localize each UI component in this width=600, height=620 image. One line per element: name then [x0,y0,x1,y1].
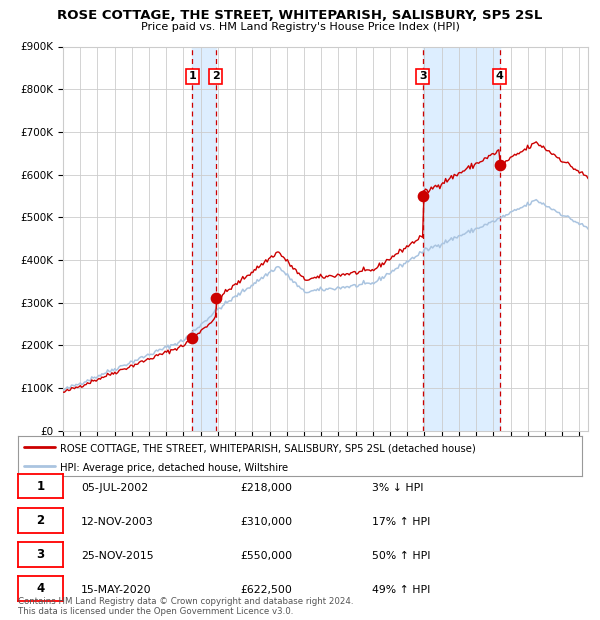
Text: 2: 2 [212,71,220,81]
Point [211,293,220,303]
Text: ROSE COTTAGE, THE STREET, WHITEPARISH, SALISBURY, SP5 2SL: ROSE COTTAGE, THE STREET, WHITEPARISH, S… [58,9,542,22]
Text: 3: 3 [37,548,44,561]
Text: ROSE COTTAGE, THE STREET, WHITEPARISH, SALISBURY, SP5 2SL (detached house): ROSE COTTAGE, THE STREET, WHITEPARISH, S… [60,444,476,454]
Point [418,191,428,201]
Text: £310,000: £310,000 [240,517,292,527]
Text: 05-JUL-2002: 05-JUL-2002 [81,483,148,493]
Bar [192,46,215,431]
Text: 3: 3 [419,71,427,81]
Text: £622,500: £622,500 [240,585,292,595]
Text: 17% ↑ HPI: 17% ↑ HPI [372,517,430,527]
Text: 1: 1 [37,480,44,493]
Text: 2: 2 [37,514,44,527]
Point [495,160,505,170]
Text: 49% ↑ HPI: 49% ↑ HPI [372,585,430,595]
Text: £218,000: £218,000 [240,483,292,493]
Text: 15-MAY-2020: 15-MAY-2020 [81,585,152,595]
Text: £550,000: £550,000 [240,551,292,561]
Text: HPI: Average price, detached house, Wiltshire: HPI: Average price, detached house, Wilt… [60,463,289,472]
Text: This data is licensed under the Open Government Licence v3.0.: This data is licensed under the Open Gov… [18,607,293,616]
Text: 4: 4 [37,582,44,595]
Point [187,333,197,343]
Text: 1: 1 [188,71,196,81]
Text: 50% ↑ HPI: 50% ↑ HPI [372,551,431,561]
Text: 4: 4 [496,71,503,81]
Bar [423,46,500,431]
Text: 25-NOV-2015: 25-NOV-2015 [81,551,154,561]
Text: Price paid vs. HM Land Registry's House Price Index (HPI): Price paid vs. HM Land Registry's House … [140,22,460,32]
Text: Contains HM Land Registry data © Crown copyright and database right 2024.: Contains HM Land Registry data © Crown c… [18,597,353,606]
Text: 3% ↓ HPI: 3% ↓ HPI [372,483,424,493]
Text: 12-NOV-2003: 12-NOV-2003 [81,517,154,527]
